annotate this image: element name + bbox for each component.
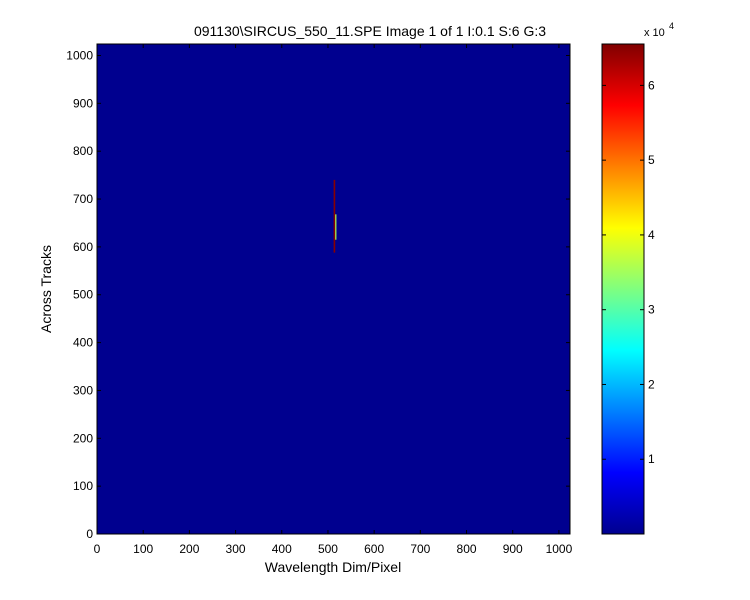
x-axis: 0 100 200 300 400 500 600 700 800 900 1000 — [94, 44, 573, 556]
y-tick-label: 800 — [73, 144, 93, 158]
y-axis: 0 100 200 300 400 500 600 700 800 900 1000 — [66, 48, 570, 541]
colorbar-tick-label: 4 — [648, 228, 655, 242]
colorbar-exponent: 4 — [669, 21, 674, 31]
y-tick-label: 700 — [73, 192, 93, 206]
x-tick-label: 100 — [133, 542, 153, 556]
colorbar-multiplier: x 10 — [644, 27, 665, 39]
colorbar — [601, 43, 645, 535]
colorbar-tick-label: 2 — [648, 377, 655, 391]
x-tick-label: 300 — [226, 542, 246, 556]
chart-title: 091130\SIRCUS_550_11.SPE Image 1 of 1 I:… — [194, 23, 546, 39]
colorbar-tick-label: 6 — [648, 78, 655, 92]
colorbar-tick-label: 1 — [648, 452, 655, 466]
y-tick-label: 400 — [73, 336, 93, 350]
y-tick-label: 500 — [73, 288, 93, 302]
y-tick-label: 100 — [73, 479, 93, 493]
y-tick-label: 200 — [73, 431, 93, 445]
colorbar-tick-label: 3 — [648, 303, 655, 317]
x-tick-label: 800 — [457, 542, 477, 556]
x-tick-label: 0 — [94, 542, 101, 556]
x-axis-label: Wavelength Dim/Pixel — [265, 559, 401, 575]
x-tick-label: 500 — [318, 542, 338, 556]
y-tick-label: 600 — [73, 240, 93, 254]
y-axis-label: Across Tracks — [38, 245, 54, 333]
plot-frame — [96, 43, 571, 535]
x-tick-label: 600 — [364, 542, 384, 556]
y-tick-label: 300 — [73, 383, 93, 397]
colorbar-tick-label: 5 — [648, 153, 655, 167]
x-tick-label: 1000 — [546, 542, 573, 556]
x-tick-label: 200 — [179, 542, 199, 556]
y-tick-label: 0 — [86, 527, 93, 541]
x-tick-label: 700 — [410, 542, 430, 556]
y-tick-label: 900 — [73, 96, 93, 110]
x-tick-label: 400 — [272, 542, 292, 556]
y-tick-label: 1000 — [66, 48, 93, 62]
heatmap-plot-area — [97, 44, 570, 534]
x-tick-label: 900 — [503, 542, 523, 556]
colorbar-ticks: 1 2 3 4 5 6 — [602, 78, 655, 466]
heatmap-features — [333, 179, 337, 253]
